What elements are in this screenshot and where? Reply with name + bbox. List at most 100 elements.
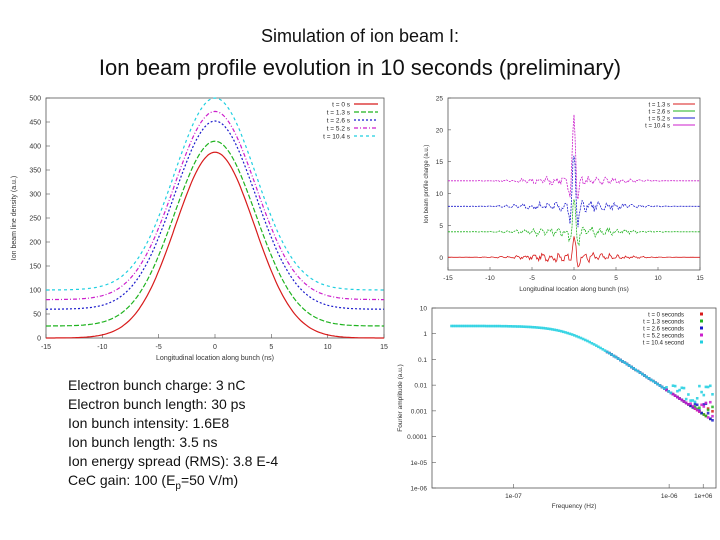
data-point	[494, 324, 497, 328]
data-point	[704, 401, 708, 405]
plot-frame	[447, 97, 701, 271]
data-point	[704, 414, 708, 418]
data-point	[667, 390, 670, 393]
y-tick-label: 20	[436, 127, 444, 134]
legend-swatch	[700, 333, 703, 337]
series-line	[46, 140, 384, 327]
data-point	[641, 372, 644, 376]
data-point	[698, 410, 701, 413]
data-point	[711, 414, 714, 418]
y-tick-label: 0.01	[414, 383, 427, 390]
data-point	[474, 324, 477, 328]
data-point	[608, 351, 611, 355]
data-point	[682, 400, 686, 403]
data-point	[509, 325, 512, 328]
data-point	[605, 350, 609, 354]
data-point	[491, 324, 495, 328]
data-point	[610, 353, 613, 356]
y-tick-label: 400	[29, 144, 41, 151]
plot-frame	[431, 307, 717, 489]
data-point	[673, 394, 677, 397]
data-point	[630, 365, 633, 369]
x-axis-label: Longitudinal location along bunch (ns)	[156, 355, 274, 362]
data-point	[542, 326, 545, 330]
data-point	[518, 325, 521, 328]
data-point	[454, 324, 458, 328]
data-point	[623, 361, 627, 364]
x-tick-label: 1e-07	[505, 493, 522, 500]
data-point	[478, 324, 482, 328]
x-tick-label: -5	[156, 344, 162, 351]
data-point	[502, 324, 506, 328]
data-point	[535, 326, 539, 329]
y-tick-label: 350	[29, 168, 41, 175]
data-point	[577, 335, 580, 339]
x-axis-label: Frequency (Hz)	[552, 503, 597, 510]
data-point	[706, 385, 710, 389]
y-tick-label: 25	[436, 96, 444, 103]
y-tick-label: 0	[439, 255, 443, 262]
data-point	[581, 337, 585, 341]
data-point	[627, 364, 631, 367]
data-point	[544, 327, 548, 330]
data-point	[511, 325, 515, 328]
x-axis-label: Longitudinal location along bunch (ns)	[519, 286, 629, 293]
legend-swatch	[700, 312, 703, 316]
series-line	[447, 236, 700, 268]
y-tick-label: 10	[436, 191, 444, 198]
data-point	[700, 403, 703, 407]
x-tick-label: 5	[614, 275, 618, 282]
data-point	[706, 407, 710, 410]
data-point	[570, 333, 574, 336]
data-point	[654, 381, 657, 384]
data-point	[680, 398, 684, 402]
series-line	[448, 114, 700, 200]
data-point	[680, 386, 684, 390]
data-point	[533, 326, 537, 329]
slide-title: Ion beam profile evolution in 10 seconds…	[98, 55, 622, 80]
data-point	[700, 411, 703, 415]
data-point	[529, 325, 532, 329]
data-point	[695, 403, 699, 407]
legend-label: t = 10.4 second	[643, 341, 684, 347]
data-point	[516, 325, 519, 328]
series-line	[46, 110, 384, 301]
data-point	[592, 343, 596, 346]
data-point	[496, 324, 499, 328]
legend-label: t = 10.4 s	[645, 124, 670, 130]
data-point	[693, 402, 697, 406]
data-point	[487, 324, 491, 328]
data-point	[671, 392, 675, 396]
y-tick-label: 50	[33, 312, 41, 319]
x-tick-label: 1e+06	[694, 493, 713, 500]
legend-swatch	[700, 340, 703, 344]
param-ion-length: Ion bunch length: 3.5 ns	[68, 434, 218, 450]
data-point	[461, 324, 464, 328]
data-point	[458, 324, 462, 328]
y-tick-label: 10	[420, 306, 428, 313]
data-point	[498, 324, 501, 328]
data-point	[619, 358, 622, 362]
legend-label: t = 5.2 s	[327, 126, 351, 133]
data-point	[568, 332, 572, 336]
data-point	[612, 354, 616, 358]
data-point	[649, 378, 653, 382]
data-point	[693, 400, 697, 404]
data-point	[706, 416, 710, 419]
data-point	[472, 324, 475, 328]
data-point	[625, 362, 629, 366]
data-point	[665, 388, 668, 392]
data-point	[588, 340, 591, 344]
data-point	[559, 329, 563, 333]
y-tick-label: 500	[29, 96, 41, 103]
y-tick-label: 0.001	[411, 408, 428, 415]
data-point	[616, 357, 620, 360]
legend-label: t = 10.4 s	[323, 134, 351, 141]
data-point	[553, 328, 556, 332]
y-tick-label: 5	[439, 223, 443, 230]
data-point	[669, 391, 673, 395]
data-point	[564, 331, 567, 334]
data-point	[520, 325, 523, 328]
legend-label: t = 1.3 s	[327, 110, 351, 117]
data-point	[647, 377, 651, 380]
